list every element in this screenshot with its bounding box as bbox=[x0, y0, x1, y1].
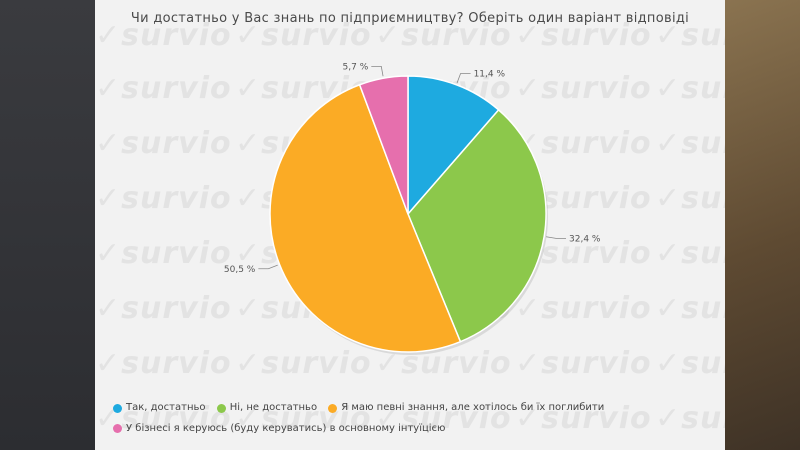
leader-line-0 bbox=[456, 73, 471, 84]
leader-line-2 bbox=[258, 264, 278, 270]
data-label-2: 50,5 % bbox=[224, 265, 256, 275]
right-background-strip bbox=[725, 0, 800, 450]
pie-slice-0 bbox=[407, 75, 500, 217]
chart-panel: ✓survio✓survio✓survio✓survio✓survio✓surv… bbox=[95, 0, 725, 450]
legend-label-1: Ні, не достатньо bbox=[229, 402, 318, 413]
pie-slice-2 bbox=[269, 83, 462, 353]
legend-label-0: Так, достатньо bbox=[126, 402, 206, 413]
leader-line-3 bbox=[371, 65, 384, 77]
pie-slice-1 bbox=[407, 108, 547, 343]
chart-title: Чи достатньо у Вас знань по підприємницт… bbox=[130, 11, 690, 26]
legend-swatch-1 bbox=[216, 403, 226, 413]
legend-item-0: Так, достатньо bbox=[113, 399, 206, 417]
data-label-1: 32,4 % bbox=[569, 234, 601, 244]
left-background-strip bbox=[0, 0, 95, 450]
legend-item-2: Я маю певні знання, але хотілось би їх п… bbox=[328, 399, 604, 417]
chart-legend: Так, достатньо Ні, не достатньо Я маю пе… bbox=[113, 399, 713, 440]
legend-label-3: У бізнесі я керуюсь (буду керуватись) в … bbox=[126, 422, 446, 434]
legend-swatch-2 bbox=[328, 403, 338, 413]
legend-swatch-3 bbox=[113, 424, 122, 433]
legend-item-3: У бізнесі я керуюсь (буду керуватись) в … bbox=[113, 420, 445, 438]
legend-swatch-0 bbox=[113, 403, 122, 413]
data-label-0: 11,4 % bbox=[474, 70, 506, 80]
legend-item-1: Ні, не достатньо bbox=[216, 399, 318, 417]
pie-chart: 11,4 % 32,4 % 50,5 % 5,7 % bbox=[224, 62, 601, 355]
pie-slice-3 bbox=[358, 75, 409, 215]
leader-line-1 bbox=[546, 236, 567, 239]
data-label-3: 5,7 % bbox=[343, 62, 369, 72]
legend-label-2: Я маю певні знання, але хотілось би їх п… bbox=[341, 402, 605, 413]
